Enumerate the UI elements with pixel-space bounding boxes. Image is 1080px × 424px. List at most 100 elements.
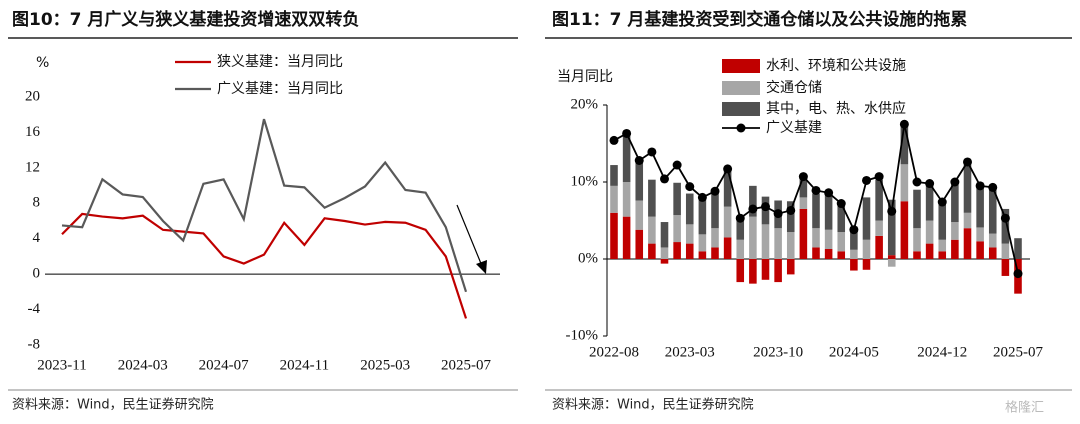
bar-segment (610, 185, 618, 213)
line-point (849, 225, 859, 235)
bar-segment (648, 216, 656, 244)
line-point (1000, 213, 1010, 223)
line-point (887, 206, 897, 216)
x-tick-label: 2024-03 (118, 357, 168, 373)
bar-segment (1001, 259, 1010, 276)
y-tick-label: 20 (25, 88, 40, 104)
bar-segment (988, 233, 997, 248)
y-tick-label: 0% (578, 250, 598, 266)
legend-swatch (722, 59, 760, 73)
bar-segment (761, 259, 770, 280)
legend-label: 其中，电、热、水供应 (766, 100, 906, 117)
bar-segment (925, 185, 934, 221)
bar-segment (786, 201, 795, 233)
bar-segment (761, 224, 770, 259)
bar-segment (862, 197, 871, 240)
line-point (899, 119, 909, 129)
bar-segment (887, 259, 896, 267)
bar-segment (1001, 208, 1010, 244)
line-point (874, 172, 884, 182)
bar-segment (622, 216, 631, 259)
y-tick-label: 4 (33, 230, 41, 246)
y-axis-label: % (36, 55, 49, 71)
bar-segment (963, 212, 972, 229)
x-tick-label: 2023-11 (37, 357, 86, 373)
bar-segment (900, 164, 909, 202)
y-tick-label: 10% (571, 173, 599, 189)
line-point (748, 204, 758, 214)
line-point (710, 186, 720, 196)
x-tick-label: 2022-08 (589, 344, 639, 360)
legend-swatch-dot (736, 123, 746, 133)
line-point (773, 209, 783, 219)
bar-segment (635, 200, 644, 230)
arrow-head (476, 260, 487, 274)
y-tick-label: -8 (28, 336, 41, 352)
bar-segment (736, 216, 745, 240)
bar-segment (824, 192, 833, 230)
chart-title: 图10：7 月广义与狭义基建投资增速双双转负 (12, 9, 359, 30)
x-tick-label: 2024-07 (199, 357, 249, 373)
bar-segment (850, 259, 858, 271)
y-tick-label: 0 (33, 266, 41, 282)
bar-segment (875, 235, 883, 259)
bar-segment (913, 189, 921, 229)
bar-segment (749, 216, 757, 259)
bar-segment (774, 259, 782, 283)
bar-segment (736, 259, 745, 283)
bar-segment (698, 251, 707, 259)
bar-segment (673, 182, 681, 216)
line-point (798, 172, 808, 182)
bar-segment (913, 228, 921, 252)
bar-segment (837, 201, 846, 233)
bar-segment (862, 259, 871, 270)
source-note: 资料来源：Wind，民生证券研究院 (12, 397, 214, 413)
line-point (672, 160, 682, 170)
line-point (622, 128, 632, 138)
y-tick-label: -4 (28, 301, 41, 317)
bar-segment (799, 197, 808, 209)
bar-segment (812, 193, 820, 229)
bar-segment (685, 193, 694, 225)
legend-label: 交通仓储 (766, 79, 822, 96)
line-point (685, 182, 695, 192)
bar-segment (850, 226, 858, 250)
line-point (950, 177, 960, 187)
bar-segment (1001, 243, 1010, 259)
line-point (937, 197, 947, 207)
x-tick-label: 2023-10 (753, 344, 803, 360)
bar-segment (951, 181, 959, 223)
x-tick-label: 2024-12 (917, 344, 967, 360)
line-point (963, 157, 972, 167)
x-tick-label: 2025-07 (993, 344, 1043, 360)
bar-segment (812, 228, 820, 248)
bar-segment (976, 227, 984, 242)
line-point (862, 175, 871, 185)
bar-segment (925, 243, 934, 259)
bar-segment (913, 251, 921, 259)
x-tick-label: 2023-03 (665, 344, 715, 360)
bar-segment (774, 228, 782, 259)
bar-segment (610, 165, 618, 186)
line-point (811, 185, 821, 195)
line-point (1013, 269, 1023, 279)
bar-segment (660, 222, 669, 248)
source-note: 资料来源：Wind，民生证券研究院 (552, 397, 754, 413)
line-point (609, 135, 619, 145)
line-point (824, 188, 834, 198)
line-point (697, 192, 707, 202)
bar-segment (824, 229, 833, 249)
bar-segment (976, 241, 984, 259)
bar-segment (622, 135, 631, 182)
legend-label: 狭义基建：当月同比 (217, 53, 343, 70)
bar-segment (1014, 238, 1022, 259)
bar-segment (988, 188, 997, 234)
chart-title: 图11：7 月基建投资受到交通仓储以及公共设施的拖累 (552, 9, 967, 30)
bar-segment (685, 224, 694, 244)
line-point (975, 181, 985, 191)
bar-segment (963, 162, 972, 213)
line-point (634, 155, 644, 165)
y-tick-label: 20% (571, 96, 599, 112)
